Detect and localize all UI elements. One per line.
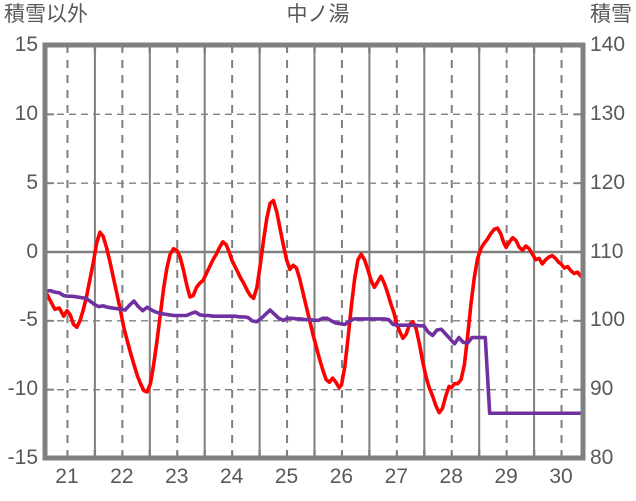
x-axis-tick-label: 29: [494, 465, 518, 488]
right-axis-title: 積雪: [590, 3, 632, 26]
x-axis-tick-label: 23: [165, 465, 189, 488]
y-axis-tick-label-left: -15: [7, 446, 38, 469]
x-axis-tick-label: 27: [384, 465, 409, 488]
y-axis-tick-label-left: 5: [26, 170, 38, 194]
x-axis-tick-label: 24: [219, 465, 244, 488]
series-line-temperature: [44, 198, 583, 415]
x-axis-tick-label: 30: [549, 465, 573, 488]
x-axis-tick-label: 26: [329, 465, 354, 488]
series-line-snow-depth: [44, 288, 583, 416]
y-axis-tick-label-right: 130: [590, 101, 626, 125]
y-axis-tick-label-right: 100: [590, 308, 626, 332]
y-axis-tick-label-right: 120: [590, 170, 626, 194]
plot-frame: [42, 42, 586, 461]
y-axis-tick-label-left: -5: [19, 308, 38, 332]
left-axis-title: 積雪以外: [4, 3, 88, 26]
y-axis-tick-label-right: 80: [590, 446, 614, 469]
page-title: 中ノ湯: [286, 3, 350, 26]
y-axis-tick-label-left: -10: [7, 377, 38, 401]
y-axis-tick-label-left: 0: [26, 239, 38, 263]
y-axis-tick-label-right: 140: [590, 33, 626, 56]
x-axis-tick-label: 25: [274, 465, 299, 488]
x-axis-tick-label: 21: [55, 465, 79, 488]
x-axis-tick-label: 22: [110, 465, 134, 488]
y-axis-tick-label-left: 15: [14, 33, 38, 56]
y-axis-tick-label-right: 110: [590, 239, 624, 263]
y-axis-tick-label-left: 10: [14, 101, 38, 125]
y-axis-tick-label-right: 90: [590, 377, 614, 401]
x-axis-tick-label: 28: [439, 465, 463, 488]
